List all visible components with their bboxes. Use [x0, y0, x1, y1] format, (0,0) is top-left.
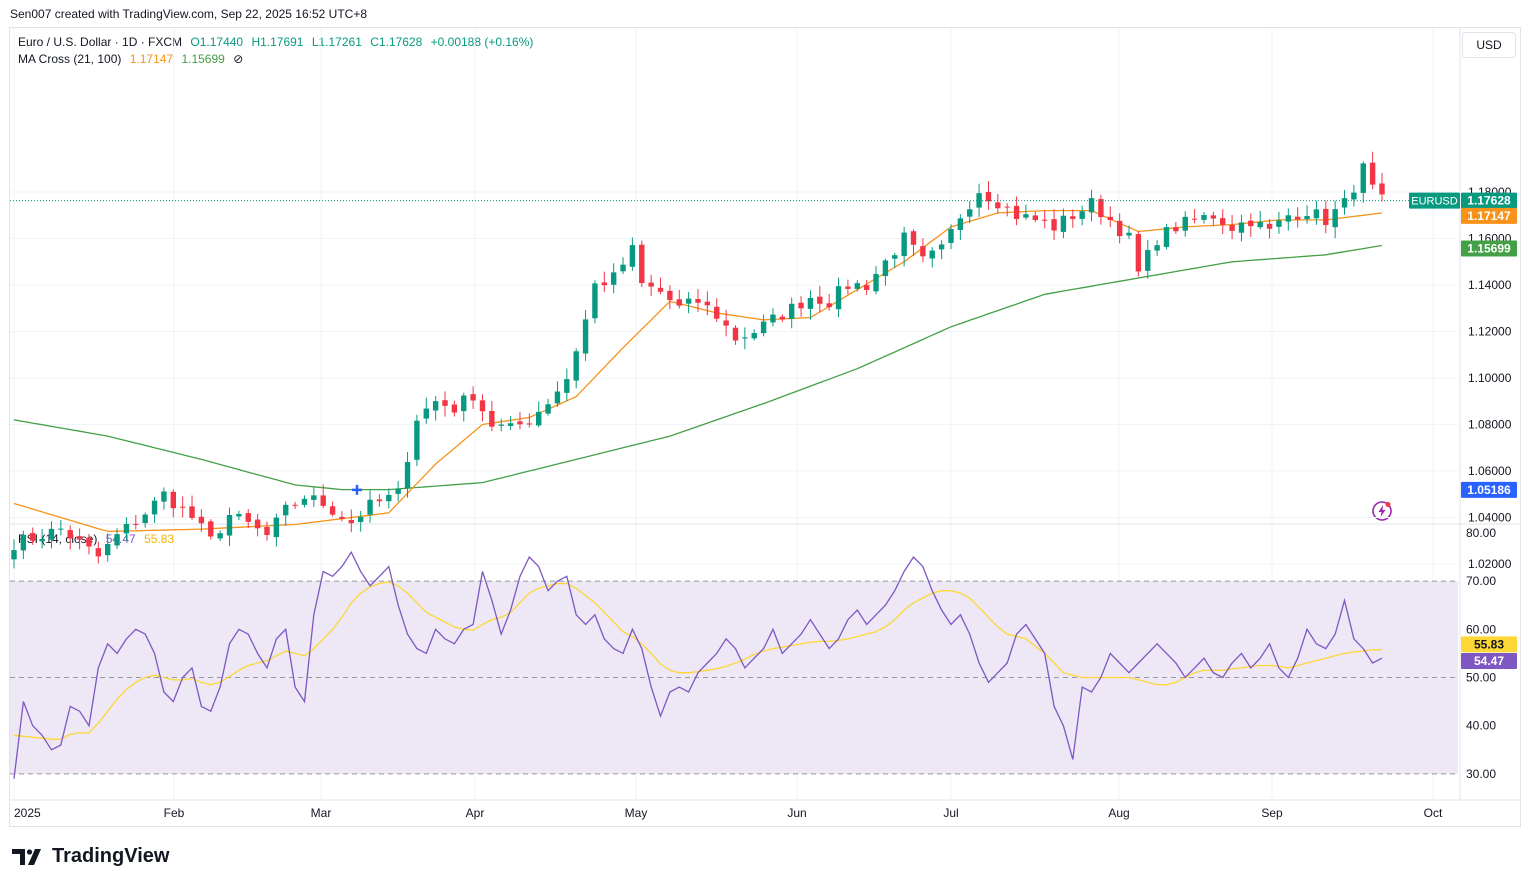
tradingview-brand: TradingView	[52, 845, 170, 867]
chart-caption: Sen007 created with TradingView.com, Sep…	[10, 7, 368, 21]
symbol-legend[interactable]: Euro / U.S. Dollar · 1D · FXCM O1.17440 …	[18, 35, 538, 49]
ma-legend[interactable]: MA Cross (21, 100) 1.17147 1.15699 ⊘	[18, 52, 248, 66]
rsi-label: RSI (14, close)	[18, 532, 98, 546]
tradingview-logo[interactable]: TradingView	[12, 845, 169, 868]
ma-slow-value: 1.15699	[181, 52, 225, 66]
hide-indicator-icon[interactable]: ⊘	[233, 52, 244, 66]
ohlc-low: L1.17261	[311, 35, 362, 49]
ma-label: MA Cross (21, 100)	[18, 52, 122, 66]
chart-frame	[9, 27, 1521, 827]
rsi-legend[interactable]: RSI (14, close) 54.47 55.83	[18, 532, 179, 546]
ohlc-open: O1.17440	[190, 35, 244, 49]
ohlc-high: H1.17691	[251, 35, 304, 49]
symbol-name[interactable]: Euro / U.S. Dollar · 1D · FXCM	[18, 35, 183, 49]
ohlc-close: C1.17628	[370, 35, 423, 49]
rsi-value: 54.47	[105, 532, 136, 546]
ohlc-change: +0.00188 (+0.16%)	[430, 35, 534, 49]
currency-button[interactable]: USD	[1462, 32, 1516, 58]
ma-fast-value: 1.17147	[129, 52, 174, 66]
tradingview-logo-icon	[12, 848, 41, 865]
lightning-icon[interactable]	[1371, 500, 1393, 522]
rsi-ma-value: 55.83	[144, 532, 175, 546]
